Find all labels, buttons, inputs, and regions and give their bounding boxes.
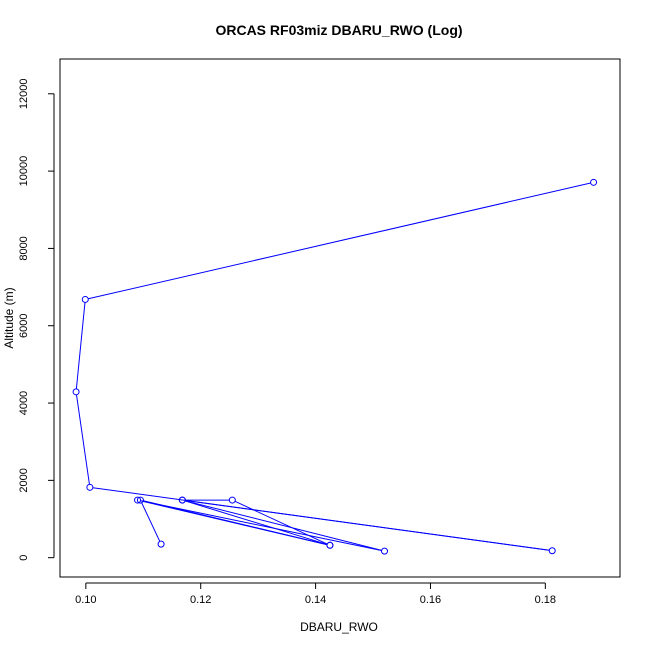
series-segment [140, 500, 328, 546]
data-point [136, 496, 144, 504]
data-point [326, 541, 334, 549]
y-tick-label: 0 [18, 555, 30, 561]
x-tick-label: 0.14 [305, 594, 326, 606]
y-tick-label: 6000 [18, 313, 30, 337]
data-point [381, 547, 389, 555]
data-point [157, 540, 165, 548]
series-segment [141, 502, 161, 542]
data-point [228, 496, 236, 504]
x-axis-label: DBARU_RWO [300, 620, 378, 634]
series-segment [75, 302, 86, 389]
series-segment [140, 500, 382, 551]
y-tick-label: 10000 [18, 156, 30, 187]
data-point [81, 295, 89, 303]
series-segment [76, 394, 90, 485]
data-point [590, 178, 598, 186]
plot-frame [59, 58, 621, 578]
x-tick-label: 0.12 [190, 594, 211, 606]
series-segment [88, 182, 591, 300]
series-segment [185, 500, 382, 551]
data-point [86, 483, 94, 491]
series-segment [185, 500, 328, 545]
y-axis-label: Altitude (m) [2, 287, 16, 348]
data-point [178, 496, 186, 504]
series-segment [234, 500, 328, 545]
y-tick-label: 4000 [18, 391, 30, 415]
x-tick-label: 0.18 [535, 594, 556, 606]
chart-title: ORCAS RF03miz DBARU_RWO (Log) [215, 22, 462, 38]
data-point [548, 547, 556, 555]
y-axis: 0 2000 4000 6000 8000 10000 12000 [18, 78, 55, 561]
x-tick-label: 0.16 [420, 594, 441, 606]
data-point [72, 388, 80, 396]
data-point [134, 496, 142, 504]
y-tick-label: 12000 [18, 78, 30, 109]
x-tick-label: 0.10 [75, 594, 96, 606]
series-segment [92, 487, 550, 551]
x-axis: 0.10 0.12 0.14 0.16 0.18 [75, 582, 556, 606]
y-tick-label: 2000 [18, 468, 30, 492]
data-series [72, 178, 598, 555]
y-tick-label: 8000 [18, 236, 30, 260]
